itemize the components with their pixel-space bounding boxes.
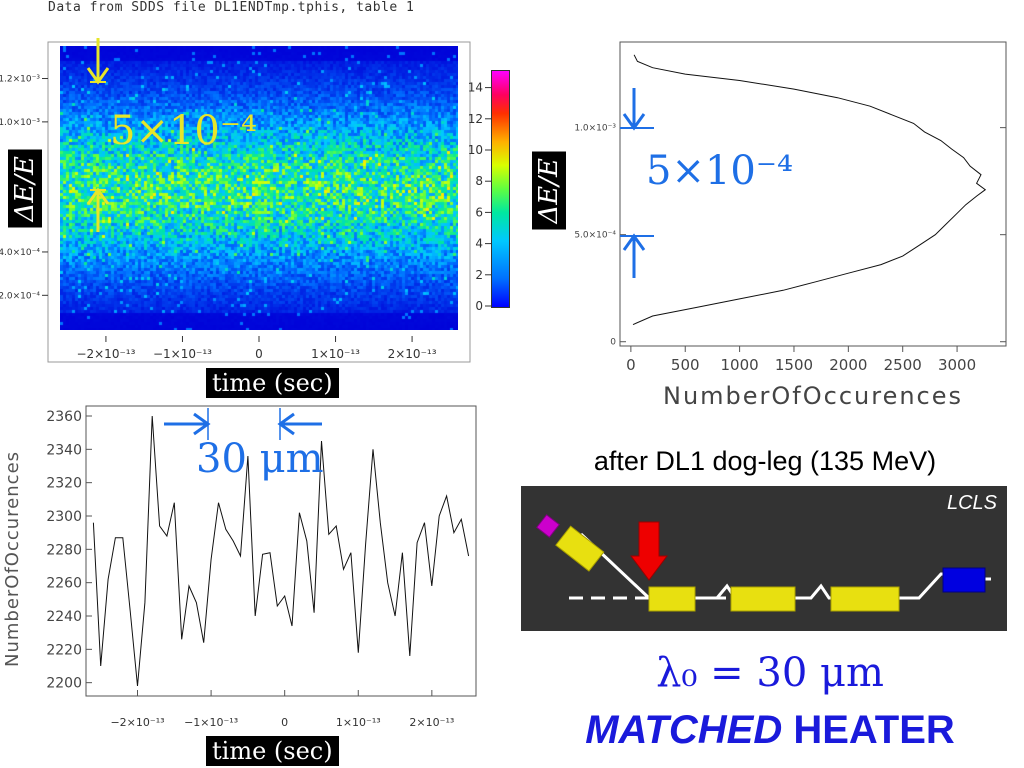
colorbar-tick-label: 4 — [475, 237, 483, 251]
heatmap-chart — [47, 41, 471, 363]
colorbar-tick-label: 14 — [468, 81, 483, 95]
line-x-tick-label: −2×10⁻¹³ — [110, 716, 164, 729]
line-y-tick-label: 2240 — [46, 609, 82, 625]
colorbar-tick-label: 0 — [475, 299, 483, 313]
profile-chart: 0 500 1000 1500 2000 2500 3000 1.0×10⁻³ 5.0×10⁻⁴… — [574, 41, 1007, 410]
blue-arrows — [620, 88, 654, 278]
line-x-tick-label: 2×10⁻¹³ — [409, 716, 454, 729]
heater-word: HEATER — [782, 708, 955, 752]
heatmap-annotation: 5×10⁻⁴ — [110, 108, 258, 154]
profile-x-tick-label: 2000 — [829, 356, 867, 374]
colorbar-tick-label: 6 — [475, 205, 483, 219]
line-y-tick-label: 2340 — [46, 442, 82, 458]
profile-x-tick-label: 1500 — [775, 356, 813, 374]
line-y-tick-label: 2220 — [46, 642, 82, 658]
matched-word: MATCHED — [585, 708, 783, 752]
profile-y-tick-label: 1.0×10⁻³ — [574, 124, 616, 134]
beamline-drawing — [536, 514, 991, 612]
colorbar-tick-label: 10 — [468, 143, 483, 157]
profile-ylabel: ΔE/E — [532, 152, 566, 230]
heater-magnet-3 — [830, 586, 900, 612]
profile-xlabel: NumberOfOccurences — [663, 382, 963, 410]
line-y-tick-label: 2260 — [46, 576, 82, 592]
colorbar-tick-label: 8 — [475, 174, 483, 188]
colorbar — [491, 70, 510, 308]
line-ylabel: NumberOfOccurences — [2, 450, 23, 668]
colorbar-tick-label: 2 — [475, 268, 483, 282]
line-xlabel: time (sec) — [206, 736, 339, 766]
yellow-arrows — [86, 38, 110, 232]
line-y-tick-label: 2300 — [46, 509, 82, 525]
line-y-tick-label: 2320 — [46, 476, 82, 492]
blue-side-arrows — [164, 408, 322, 440]
profile-x-tick-label: 3000 — [938, 356, 976, 374]
heatmap-cells — [60, 46, 458, 330]
colorbar-tick-label: 12 — [468, 112, 483, 126]
line-y-tick-label: 2280 — [46, 542, 82, 558]
heatmap-xlabel: time (sec) — [206, 368, 339, 398]
beamline-diagram: LCLS — [521, 486, 1007, 631]
diagram-caption: after DL1 dog-leg (135 MeV) — [593, 446, 937, 476]
line-x-tick-label: 0 — [281, 716, 288, 729]
lcls-label: LCLS — [946, 492, 997, 514]
profile-x-tick-label: 1000 — [721, 356, 759, 374]
matched-heater-title: MATCHED HEATER — [540, 708, 1000, 753]
line-chart: 2360 2340 2320 2300 2280 2260 2240 2220 2200 −2×1… — [46, 405, 477, 729]
colorbar-ticks: 14 12 10 8 6 4 2 0 — [468, 81, 491, 313]
laser-optic — [555, 525, 605, 572]
profile-annotation: 5×10⁻⁴ — [646, 148, 794, 194]
heatmap-ylabel: ΔE/E — [8, 150, 42, 228]
line-x-tick-label: −1×10⁻¹³ — [184, 716, 238, 729]
file-header: Data from SDDS file DL1ENDTmp.tphis, tab… — [48, 0, 415, 15]
laser-source — [536, 514, 560, 538]
line-x-tick-label: 1×10⁻¹³ — [336, 716, 381, 729]
line-y-tick-label: 2200 — [46, 676, 82, 692]
heater-magnet-2 — [730, 586, 796, 612]
line-y-tick-label: 2360 — [46, 409, 82, 425]
profile-frame — [619, 41, 1007, 347]
profile-x-tick-label: 2500 — [884, 356, 922, 374]
red-down-arrow — [630, 521, 668, 581]
undulator-block — [942, 567, 986, 593]
line-annotation: 30 μm — [196, 436, 324, 482]
profile-y-tick-label: 0 — [610, 338, 616, 348]
line-series-line — [92, 415, 470, 687]
profile-x-tick-label: 500 — [671, 356, 700, 374]
heater-magnet-1 — [648, 586, 696, 612]
heatmap-frame — [47, 41, 471, 363]
lambda-label: λ₀ = 30 μm — [656, 650, 884, 696]
profile-y-tick-label: 5.0×10⁻⁴ — [574, 231, 616, 241]
profile-x-tick-label: 0 — [626, 356, 636, 374]
profile-series-line — [632, 54, 987, 326]
line-frame — [85, 405, 477, 697]
